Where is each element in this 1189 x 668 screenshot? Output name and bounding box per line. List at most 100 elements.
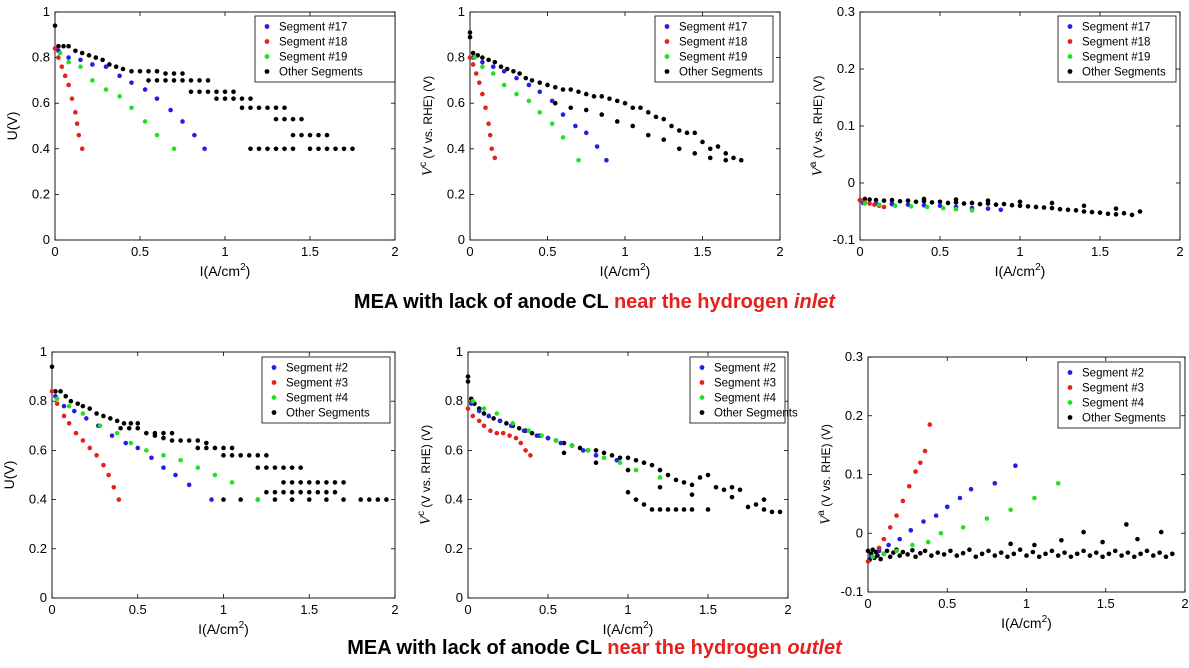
data-point — [875, 553, 880, 558]
x-axis-label-base: I(A/cm — [1001, 615, 1041, 631]
data-point — [1025, 204, 1031, 209]
data-point — [881, 536, 887, 542]
data-point — [161, 465, 166, 470]
data-point — [518, 440, 524, 446]
data-point — [984, 516, 990, 521]
x-axis-label-base: I(A/cm — [200, 263, 240, 279]
data-point — [221, 445, 226, 451]
data-point — [74, 121, 80, 127]
x-axis-label-base: I(A/cm — [995, 263, 1035, 279]
caption-top-prefix: MEA with lack of anode CL — [353, 291, 614, 313]
data-point — [1087, 553, 1093, 558]
data-point — [514, 75, 519, 81]
data-point — [553, 438, 559, 443]
data-point — [306, 489, 312, 495]
data-point — [332, 480, 338, 485]
legend: Segment #17 Segment #18 Segment #19 Other S… — [1057, 15, 1177, 83]
x-tick-label: 1.5 — [300, 602, 318, 617]
data-point — [205, 89, 211, 95]
data-point — [101, 462, 106, 468]
x-tick-label: 0.5 — [538, 244, 556, 259]
y-tick-label: 0.6 — [29, 442, 47, 457]
data-point — [171, 146, 177, 152]
data-point — [490, 71, 496, 76]
data-point — [222, 89, 228, 95]
data-point — [953, 197, 959, 202]
data-point — [992, 553, 998, 558]
legend-marker — [664, 54, 670, 59]
data-point — [894, 548, 899, 554]
data-point — [492, 59, 498, 65]
data-point — [511, 68, 516, 74]
caption-bottom-highlight-text: near the hydrogen — [607, 637, 788, 659]
data-point — [721, 487, 727, 493]
x-tick-label: 1.5 — [699, 602, 717, 617]
data-point — [921, 519, 926, 524]
data-point — [641, 502, 647, 507]
data-point — [526, 82, 532, 88]
data-point — [483, 105, 488, 111]
y-axis-label: U(V) — [1, 461, 17, 490]
data-point — [205, 78, 211, 83]
legend-label: Segment #2 — [1082, 368, 1144, 380]
data-point — [341, 146, 347, 152]
data-point — [49, 389, 55, 394]
data-point — [529, 78, 535, 83]
y-axis-label: Vc (V vs. RHE) (V) — [418, 76, 436, 176]
x-axis-label-base: I(A/cm — [198, 621, 238, 637]
data-point — [552, 84, 558, 90]
data-point — [195, 465, 201, 470]
data-point — [281, 465, 286, 470]
data-point — [154, 132, 160, 138]
data-point — [723, 151, 729, 156]
data-point — [477, 80, 482, 85]
data-point — [1113, 212, 1119, 217]
data-point — [922, 548, 928, 554]
data-point — [1113, 206, 1119, 211]
y-axis-label-base: V — [418, 514, 434, 525]
data-point — [1105, 211, 1111, 217]
data-point — [1049, 205, 1055, 211]
data-point — [324, 489, 329, 495]
data-point — [1170, 551, 1175, 557]
data-point — [593, 448, 599, 453]
x-tick-label: 0.5 — [131, 244, 149, 259]
data-point — [649, 507, 655, 512]
data-point — [731, 155, 736, 161]
legend-label: Segment #19 — [279, 52, 347, 64]
data-point — [614, 457, 620, 463]
x-tick-label: 1 — [1016, 244, 1023, 259]
legend-marker — [1067, 24, 1073, 29]
data-point — [197, 78, 202, 83]
data-point — [66, 82, 71, 88]
data-point — [118, 425, 123, 431]
data-point — [384, 497, 389, 502]
data-point — [488, 428, 493, 434]
y-axis-label: Va (V vs. RHE) (V) — [816, 424, 834, 525]
data-point — [142, 119, 148, 124]
data-point — [614, 98, 620, 104]
data-point — [307, 132, 313, 138]
data-point — [745, 504, 751, 510]
data-point — [941, 552, 947, 557]
data-point — [289, 465, 295, 470]
data-point — [204, 445, 209, 451]
data-point — [93, 55, 99, 60]
y-tick-label: 0.2 — [29, 541, 47, 556]
y-tick-label: 0.4 — [29, 492, 47, 507]
data-point — [192, 132, 197, 138]
legend-label: Other Segments — [286, 408, 370, 420]
x-axis-label-end: ) — [649, 621, 654, 637]
y-tick-label: 1 — [43, 4, 50, 19]
data-point — [135, 445, 141, 451]
data-point — [169, 438, 175, 443]
data-point — [929, 200, 935, 205]
legend-marker — [1067, 370, 1073, 375]
data-point — [1008, 541, 1013, 547]
data-point — [769, 509, 775, 515]
legend-marker — [1067, 39, 1073, 44]
data-point — [924, 204, 930, 210]
data-point — [521, 428, 527, 434]
data-point — [290, 146, 296, 152]
